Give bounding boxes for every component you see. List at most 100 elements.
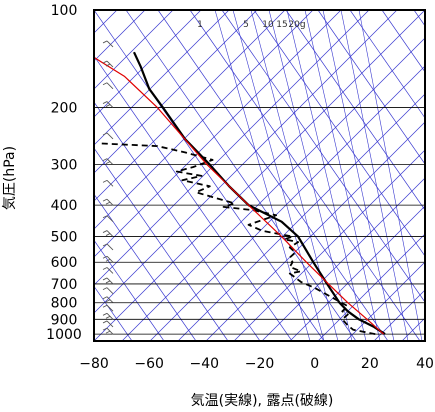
mixing-ratio-line [340,10,409,341]
series-lines [94,51,386,336]
wind-barb [102,287,114,294]
y-tick-label: 400 [51,198,78,214]
mixing-ratio-line [214,10,311,341]
isotherm-line [94,10,314,230]
isotherm-line [317,233,425,341]
x-tick-label: −40 [190,356,220,372]
wind-barb [102,60,114,68]
wind-barb [102,101,114,108]
wind-barb [102,320,114,328]
mixing-ratio-line [286,10,367,341]
mixing-ratio-label: 15 [276,20,287,30]
isotherm-line [121,37,425,341]
adiabat-line [94,55,293,341]
x-tick-label: −20 [245,356,275,372]
isotherm-lines [94,10,435,341]
isotherm-line [94,10,230,146]
y-tick-label: 200 [51,101,78,117]
adiabat-line [94,10,325,341]
y-tick-label: 500 [51,230,78,246]
y-tick-label: 1000 [46,327,82,343]
x-tick-label: −60 [134,356,164,372]
wind-barb [102,255,114,263]
x-tick-label: −80 [79,356,109,372]
x-tick-label: 20 [361,356,379,372]
wind-barb [102,230,114,237]
y-tick-label: 800 [51,296,78,312]
adiabat-line [285,10,425,211]
isotherm-line [94,10,370,286]
isotherm-line [94,10,286,202]
wind-barb [102,40,114,48]
isotherm-line [430,10,435,341]
isotherm-line [94,10,398,314]
mixing-ratio-label: 5 [243,20,249,30]
wind-barbs [102,40,114,335]
adiabat-line [221,10,425,303]
isotherm-line [289,205,425,341]
wind-barb [102,215,114,223]
wind-barb [102,82,114,90]
adiabat-line [125,10,357,341]
temperature-line [133,51,386,336]
y-tick-label: 300 [51,158,78,174]
adiabat-line [349,10,425,119]
isotherm-line [94,10,342,258]
wind-barb [102,198,114,206]
isotherm-line [94,10,258,174]
x-axis-title: 気温(実線), 露点(破線) [191,393,334,409]
mixing-ratio-line [358,10,423,341]
adiabat-line [94,147,229,341]
dewpoint-line [99,142,376,335]
isotherm-line [401,317,425,341]
isotherm-line [205,121,425,341]
parcel-line [94,56,385,335]
wind-barb [102,158,114,165]
isotherm-line [345,261,425,341]
plot-frame [93,9,426,342]
y-tick-label: 100 [51,3,78,19]
x-tick-label: 0 [310,356,319,372]
y-tick-label: 900 [51,312,78,328]
wind-barb [102,277,114,285]
mixing-ratio-line [250,10,339,341]
adiabat-line [94,193,197,341]
adiabat-line [94,101,261,341]
adiabat-line [189,10,421,341]
wind-barb [102,267,114,274]
mixing-ratio-line [304,10,381,341]
isotherm-line [94,10,174,90]
isotherm-line [177,93,425,341]
adiabat-line [381,10,425,73]
pressure-gridlines [94,10,425,335]
isotherm-line [233,149,425,341]
wind-barb [102,327,114,335]
mixing-ratio-line [268,10,353,341]
mixing-ratio-label: 20g [288,20,305,30]
mixing-ratio-labels: 1 5 10 15 20g [197,20,305,30]
isotherm-line [261,177,425,341]
adiabat-line [317,10,425,165]
isotherm-line [94,10,202,118]
adiabat-line [94,239,165,341]
y-tick-label: 600 [51,255,78,271]
x-tick-label: 40 [416,356,434,372]
isotherm-line [94,10,425,341]
mixing-ratio-label: 1 [197,20,203,30]
adiabat-line [253,10,425,257]
wind-barb [102,304,114,312]
wind-barb [102,296,114,304]
adiabat-line [157,10,389,341]
wind-barb [102,243,114,251]
y-axis-title: 気圧(hPa) [2,146,18,210]
mixing-ratio-label: 10 [262,20,274,30]
isotherm-line [149,65,425,341]
y-tick-label: 700 [51,277,78,293]
wind-barb [102,132,114,140]
wind-barb [102,312,114,320]
wind-barb [102,179,114,187]
mixing-ratio-line [322,10,395,341]
x-axis-ticks: −80 −60 −40 −20 0 20 40 [79,356,434,372]
